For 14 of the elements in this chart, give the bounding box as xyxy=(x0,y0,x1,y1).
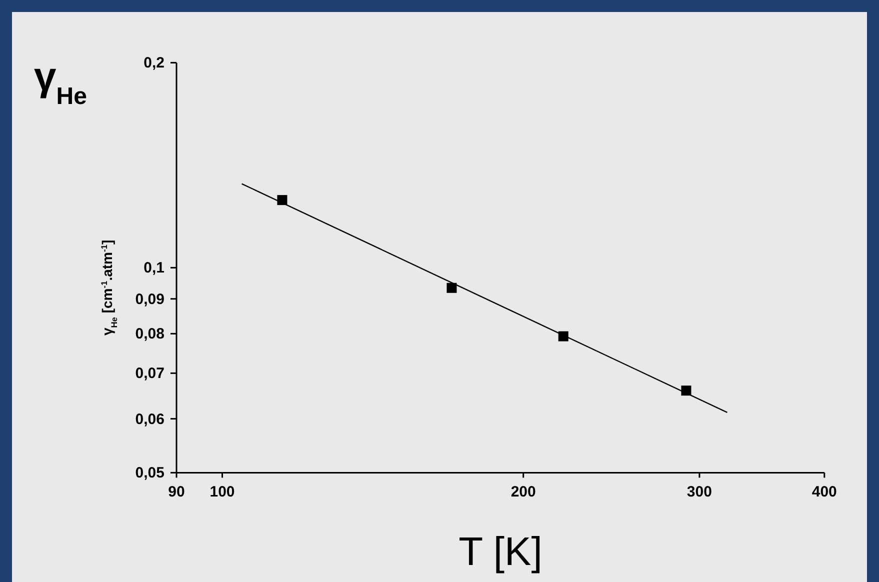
x-axis-title: T [K] xyxy=(458,530,542,574)
x-tick-label: 400 xyxy=(812,484,837,501)
x-tick-label: 100 xyxy=(210,484,235,501)
x-tick-label: 90 xyxy=(168,484,185,501)
chart-title: γ$_{He}$ xyxy=(34,55,87,110)
x-tick-label: 200 xyxy=(510,484,536,501)
y-tick-label: 0,05 xyxy=(135,464,164,482)
y-tick-label: 0,08 xyxy=(135,326,164,343)
y-tick-label: 0,06 xyxy=(135,410,164,428)
y-tick-label: 0,2 xyxy=(144,54,164,72)
y-tick-label: 0,09 xyxy=(135,290,164,308)
y-tick-label: 0,07 xyxy=(135,365,164,382)
x-tick-label: 300 xyxy=(686,484,712,501)
y-tick-label: 0,1 xyxy=(144,260,164,277)
